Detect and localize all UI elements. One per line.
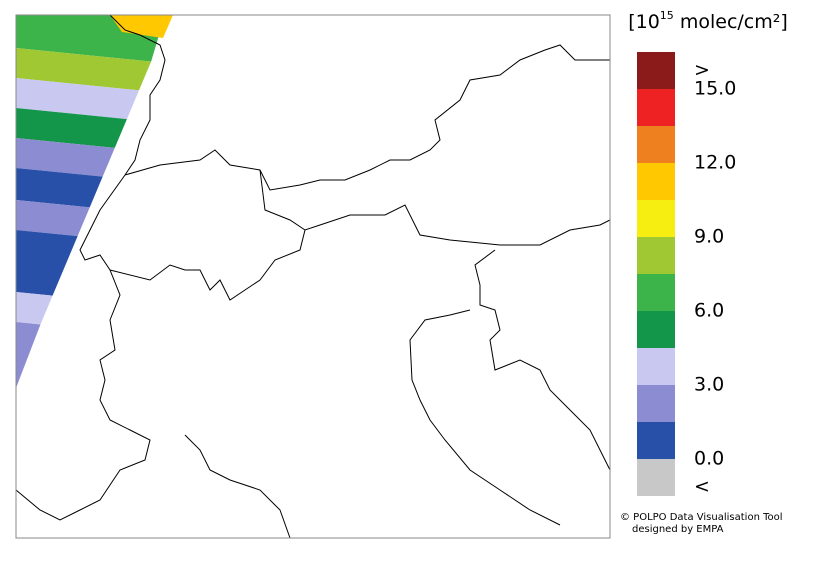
- colorbar-swatch: [637, 385, 675, 422]
- credit-line: designed by EMPA: [632, 524, 724, 535]
- swath-stripe: [16, 108, 127, 148]
- swath-stripe: [16, 48, 152, 91]
- colorbar-swatch: [637, 237, 675, 274]
- unit-label: [1015 molec/cm²]: [628, 9, 788, 33]
- unit-exponent: 15: [660, 9, 674, 22]
- colorbar: >15.0 12.0 9.0 6.0 3.0 0.0 <: [637, 52, 736, 497]
- swath-stripe: [16, 78, 140, 120]
- colorbar-label: 15.0: [694, 78, 736, 100]
- colorbar-swatch: [637, 163, 675, 200]
- unit-prefix: [10: [628, 11, 660, 33]
- swath-stripe: [16, 200, 90, 237]
- colorbar-label: <: [694, 475, 710, 497]
- swath-stripe: [16, 138, 115, 177]
- colorbar-swatch: [637, 52, 675, 89]
- colorbar-swatch: [637, 274, 675, 311]
- colorbar-swatch: [637, 459, 675, 496]
- colorbar-swatch: [637, 422, 675, 459]
- colorbar-label: 0.0: [694, 448, 724, 470]
- swath-stripe: [110, 15, 173, 38]
- colorbar-swatch: [637, 126, 675, 163]
- swath-stripe: [16, 292, 53, 325]
- unit-suffix: molec/cm²]: [674, 11, 788, 33]
- colorbar-swatch: [637, 311, 675, 348]
- map-frame: [15, 14, 611, 539]
- swath-stripe: [16, 230, 78, 296]
- colorbar-swatch: [637, 348, 675, 385]
- colorbar-label: >: [694, 59, 710, 81]
- swath-stripe: [16, 322, 41, 388]
- credit-line: © POLPO Data Visualisation Tool: [620, 512, 783, 523]
- colorbar-label: 6.0: [694, 300, 724, 322]
- colorbar-label: 9.0: [694, 226, 724, 248]
- colorbar-swatch: [637, 200, 675, 237]
- colorbar-swatch: [637, 89, 675, 126]
- swath-stripe: [16, 168, 103, 208]
- colorbar-label: 3.0: [694, 374, 724, 396]
- borders: [15, 14, 611, 539]
- swath: [16, 15, 173, 388]
- colorbar-label: 12.0: [694, 152, 736, 174]
